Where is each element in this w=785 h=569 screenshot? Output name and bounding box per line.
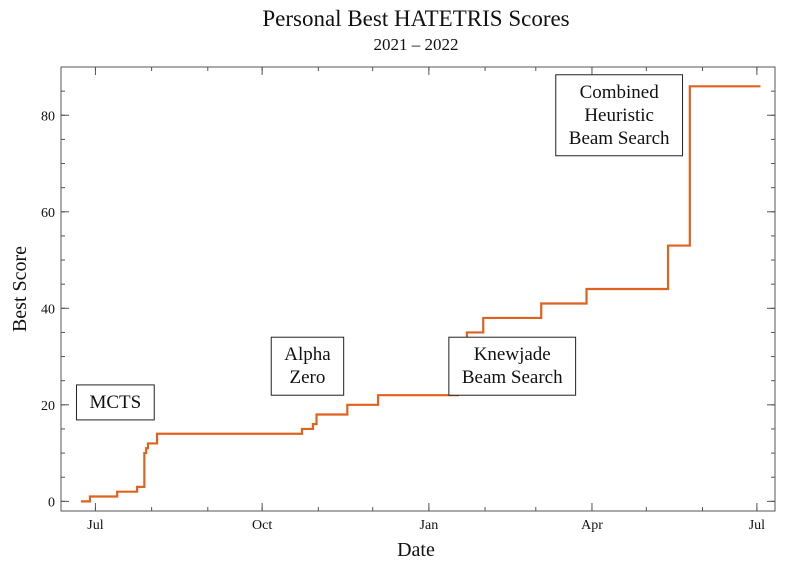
annotation-text: Zero: [290, 367, 326, 388]
annotation-box: [448, 336, 577, 396]
x-tick-label: Jan: [420, 518, 439, 533]
x-tick-label: Jul: [87, 518, 103, 533]
chart-title: Personal Best HATETRIS Scores: [262, 6, 569, 31]
annotation-text: Combined: [580, 82, 660, 103]
chart-subtitle: 2021 – 2022: [374, 35, 459, 54]
x-axis-label: Date: [397, 539, 435, 561]
y-tick-label: 40: [41, 302, 55, 317]
y-tick-label: 60: [41, 206, 55, 221]
y-axis-label: Best Score: [9, 246, 31, 332]
annotation-box: [270, 336, 345, 396]
x-tick-label: Jul: [749, 518, 765, 533]
y-tick-label: 20: [41, 399, 55, 414]
x-tick-label: Apr: [581, 518, 603, 533]
annotation: MCTS: [75, 384, 155, 421]
annotation-text: Beam Search: [569, 128, 670, 149]
annotation-box: [75, 384, 155, 421]
annotation-text: Beam Search: [462, 367, 563, 388]
y-axis-ticks: [61, 90, 775, 502]
series-layer: [80, 85, 761, 503]
annotation-text: Knewjade: [474, 344, 551, 365]
annotation-text: Heuristic: [584, 105, 654, 126]
annotation-text: MCTS: [89, 392, 141, 413]
series-line: [80, 85, 761, 503]
y-tick-label: 80: [41, 109, 55, 124]
y-tick-label: 0: [48, 495, 55, 510]
y-tick-labels: 0 20 40 60 80: [41, 109, 55, 510]
x-tick-labels: Jul Oct Jan Apr Jul: [87, 518, 765, 533]
annotation-text: Alpha: [284, 344, 331, 365]
plot-frame: [60, 66, 776, 512]
annotation-box: [555, 74, 684, 157]
x-axis-ticks: [94, 67, 758, 511]
x-tick-label: Oct: [252, 518, 272, 533]
